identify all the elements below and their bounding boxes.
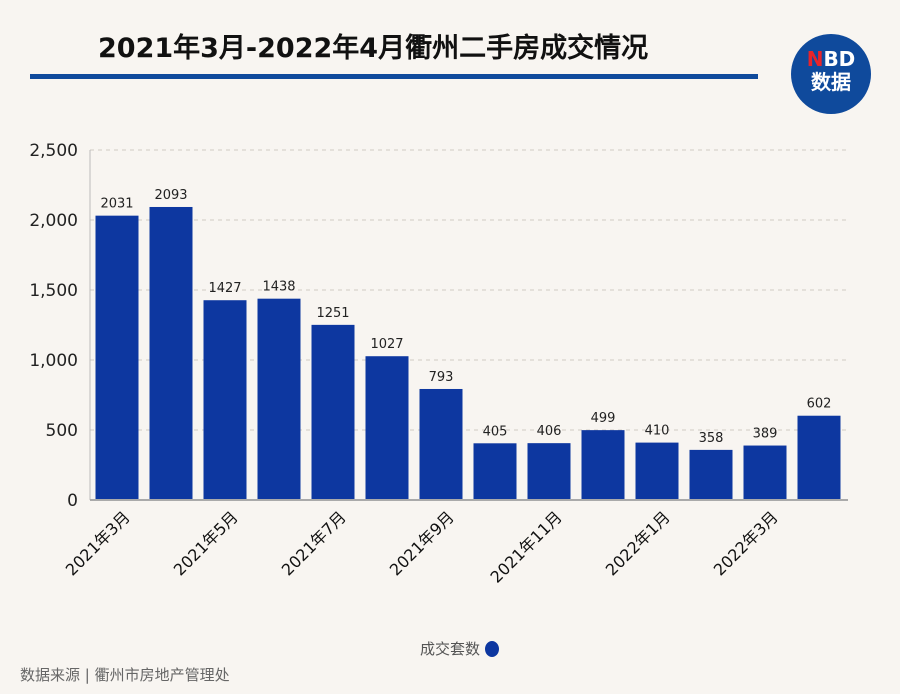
- x-tick-label: 2022年3月: [710, 507, 782, 579]
- bar: [311, 324, 355, 500]
- data-label: 406: [537, 424, 562, 439]
- data-label: 1251: [316, 306, 349, 321]
- bar: [257, 298, 301, 500]
- bar: [203, 300, 247, 500]
- data-label: 358: [699, 431, 724, 446]
- data-label: 1438: [262, 280, 295, 295]
- y-tick-label: 0: [67, 491, 78, 511]
- y-tick-label: 1,500: [29, 281, 78, 301]
- y-tick-label: 2,500: [29, 141, 78, 161]
- chart-title: 2021年3月-2022年4月衢州二手房成交情况: [98, 33, 649, 64]
- x-tick-label: 2021年5月: [170, 507, 242, 579]
- legend: 成交套数: [420, 638, 500, 659]
- bar: [635, 442, 679, 500]
- x-tick-label: 2021年7月: [278, 507, 350, 579]
- data-label: 2093: [154, 188, 187, 203]
- data-label: 499: [591, 411, 616, 426]
- y-tick-label: 1,000: [29, 351, 78, 371]
- bar: [689, 449, 733, 500]
- legend-dot-icon: [485, 640, 500, 657]
- data-label: 1427: [208, 281, 241, 296]
- bar: [95, 215, 139, 500]
- data-label: 405: [483, 424, 508, 439]
- data-label: 793: [429, 370, 454, 385]
- x-tick-label: 2022年1月: [602, 507, 674, 579]
- x-tick-label: 2021年11月: [487, 507, 566, 586]
- nbd-logo: NBD 数据: [791, 34, 871, 114]
- bar: [419, 388, 463, 500]
- data-label: 2031: [100, 197, 133, 212]
- x-tick-label: 2021年9月: [386, 507, 458, 579]
- data-label: 1027: [370, 337, 403, 352]
- bar: [149, 206, 193, 501]
- data-source: 数据来源 | 衢州市房地产管理处: [20, 666, 230, 684]
- bar: [527, 443, 571, 500]
- y-tick-label: 2,000: [29, 211, 78, 231]
- y-tick-label: 500: [46, 421, 78, 441]
- bar: [743, 445, 787, 500]
- legend-label: 成交套数: [420, 640, 481, 658]
- bar: [473, 443, 517, 500]
- bar: [365, 356, 409, 500]
- data-label: 389: [753, 427, 778, 442]
- data-label: 410: [645, 424, 670, 439]
- title-underline: [30, 74, 758, 79]
- bar: [797, 415, 841, 500]
- data-label: 602: [807, 397, 832, 412]
- bar: [581, 430, 625, 500]
- x-tick-label: 2021年3月: [62, 507, 134, 579]
